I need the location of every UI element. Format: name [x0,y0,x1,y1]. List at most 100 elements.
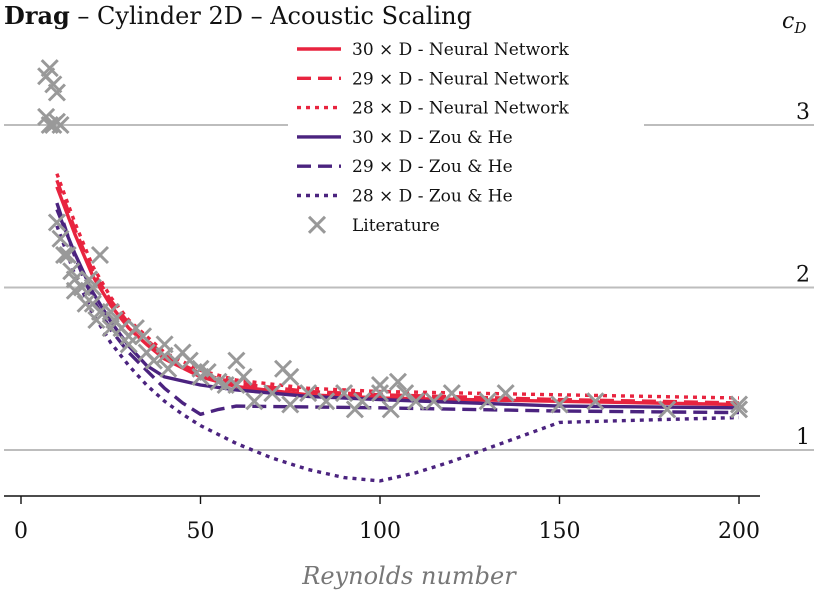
literature-point [47,83,66,102]
literature-point-stroke-b [40,59,59,78]
literature-point [245,392,264,411]
legend-label-literature: Literature [352,216,440,236]
literature-point-stroke-b [424,392,443,411]
literature-point-stroke-b [198,362,217,382]
literature-point [227,351,246,370]
y-tick-label-3: 3 [796,100,810,125]
legend-entry-zh29: 29 × D - Zou & He [297,157,513,177]
literature-point-stroke-b [47,83,66,102]
legend-label-zh28: 28 × D - Zou & He [352,187,513,207]
literature-point-stroke-b [155,335,174,354]
literature-point-stroke-b [180,351,199,370]
literature-point-stroke-b [62,262,81,281]
literature-point [370,375,390,395]
literature-point-stroke-b [281,395,300,414]
literature-point-stroke-b [83,278,102,297]
y-tick-label-2: 2 [796,263,810,288]
y-axis-label: cD [782,9,806,37]
literature-point [299,384,318,403]
literature-point [119,335,138,354]
literature-point-stroke-b [80,270,99,289]
literature-point-stroke-b [101,302,120,321]
literature-point [317,392,336,411]
legend-label-zh29: 29 × D - Zou & He [352,157,513,177]
chart-title: Drag – Cylinder 2D – Acoustic Scaling [4,1,472,30]
legend: 30 × D - Neural Network 29 × D - Neural N… [288,34,644,240]
legend-label-nn28: 28 × D - Neural Network [352,99,570,119]
chart-title-rest: – Cylinder 2D – Acoustic Scaling [70,2,472,30]
literature-point [478,392,497,411]
literature-point-stroke-b [55,245,74,265]
literature-point [658,400,677,419]
y-axis-label-sub: D [793,19,806,37]
legend-marker-stroke-b [307,215,327,234]
literature-point-stroke-b [51,115,70,135]
literature-point [55,245,74,265]
literature-point-stroke-b [47,213,66,232]
literature-point-stroke-b [191,359,210,378]
literature-point-stroke-b [245,392,264,411]
literature-point-stroke-b [51,229,70,248]
literature-point-stroke-b [263,384,282,403]
literature-point [40,59,59,78]
x-tick-label-50: 50 [187,519,215,544]
literature-point [281,395,300,414]
literature-point-stroke-b [442,384,461,403]
literature-point-stroke-b [281,367,300,386]
literature-markers [37,59,749,419]
literature-point-stroke-b [90,245,110,265]
series-line-zh29 [55,202,740,416]
literature-point-stroke-b [352,392,372,411]
literature-point-stroke-b [209,372,228,391]
y-tick-label-1: 1 [796,425,810,450]
literature-point [133,327,153,346]
literature-point-stroke-b [370,384,390,403]
literature-point-stroke-b [388,372,408,391]
literature-point [76,294,95,313]
literature-point [388,372,408,391]
literature-point [335,384,354,403]
literature-point-stroke-b [44,75,63,94]
literature-point-stroke-b [586,392,605,411]
literature-point-stroke-b [496,384,515,403]
literature-point-stroke-b [76,294,95,313]
literature-point-stroke-b [144,351,163,370]
x-axis-label: Reynolds number [301,562,517,590]
x-tick-label-150: 150 [539,519,581,544]
literature-point [234,367,253,386]
literature-point [381,400,400,419]
literature-point-stroke-b [234,367,253,386]
literature-point [586,392,605,411]
literature-point-stroke-b [299,384,318,403]
y-axis-label-main: c [782,9,794,34]
literature-point [352,392,372,411]
literature-point [51,115,70,135]
literature-point-stroke-b [478,392,497,411]
literature-point [406,392,425,411]
literature-point-stroke-b [729,395,749,414]
literature-point [155,335,174,354]
literature-point [58,245,77,265]
literature-point [496,384,515,403]
literature-point [90,245,110,265]
series-line-zh30 [55,208,740,410]
legend-entry-nn29: 29 × D - Neural Network [297,69,570,89]
literature-point-stroke-b [658,400,677,419]
legend-label-nn29: 29 × D - Neural Network [352,69,570,89]
x-tick-label-100: 100 [359,519,401,544]
literature-point [281,367,300,386]
literature-point [47,213,66,232]
literature-point [424,392,443,411]
literature-point [729,395,749,414]
literature-point [83,278,102,297]
literature-point-stroke-b [406,392,425,411]
x-tick-label-0: 0 [14,519,28,544]
literature-point [180,351,199,370]
legend-entry-nn28: 28 × D - Neural Network [297,99,570,119]
literature-point-stroke-b [133,327,153,346]
legend-entry-zh30: 30 × D - Zou & He [297,128,513,148]
literature-point-stroke-b [227,351,246,370]
literature-point-stroke-b [729,400,749,419]
literature-point-stroke-b [396,384,415,403]
